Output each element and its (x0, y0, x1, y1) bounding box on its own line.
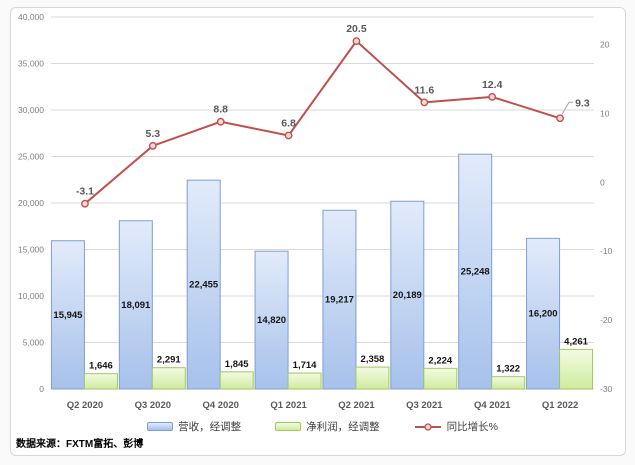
revenue-value-label: 19,217 (325, 295, 354, 306)
revenue-bar (254, 250, 289, 390)
legend-item-growth: 同比增长% (414, 419, 498, 434)
growth-value-label: 9.3 (575, 97, 590, 109)
net-profit-value-label: 1,646 (89, 361, 113, 372)
revenue-bar (118, 220, 153, 390)
growth-marker (352, 37, 361, 46)
net-profit-legend-swatch (275, 422, 302, 431)
growth-value-label: 11.6 (414, 84, 434, 96)
growth-value-label: 5.3 (146, 128, 161, 140)
revenue-value-label: 14,820 (257, 315, 286, 326)
growth-marker (81, 199, 89, 208)
net-profit-bar (355, 366, 390, 390)
left-axis-tick-label: 20,000 (18, 198, 44, 208)
category-label: Q4 2020 (202, 400, 238, 411)
category-label: Q1 2022 (542, 400, 578, 411)
left-axis-tick-label: 30,000 (18, 105, 44, 115)
category-label: Q4 2021 (474, 400, 511, 411)
left-axis-tick-label: 10,000 (18, 291, 44, 301)
left-axis-tick-label: 0 (39, 384, 44, 394)
revenue-bar (322, 209, 357, 390)
net-profit-value-label: 1,714 (293, 360, 317, 371)
net-profit-value-label: 1,322 (496, 364, 520, 375)
right-axis-tick-label: -10 (600, 246, 613, 256)
growth-value-label: 6.8 (281, 117, 296, 129)
left-axis-tick-label: 15,000 (18, 245, 44, 255)
right-axis-tick-label: 20 (600, 40, 610, 50)
net-profit-value-label: 2,358 (361, 354, 385, 365)
left-axis-tick-label: 25,000 (18, 152, 44, 162)
growth-marker (216, 117, 225, 126)
right-axis-tick-label: -30 (600, 384, 613, 394)
right-axis-tick-label: 0 (600, 177, 605, 187)
growth-legend-label: 同比增长% (446, 421, 498, 433)
revenue-bar (186, 179, 221, 390)
category-label: Q1 2021 (270, 400, 307, 411)
net-profit-bar (151, 367, 186, 390)
growth-value-label: 8.8 (213, 104, 228, 116)
net-profit-bar (83, 373, 118, 390)
revenue-value-label: 18,091 (121, 300, 151, 311)
growth-marker (148, 141, 157, 150)
net-profit-bar (491, 376, 526, 390)
revenue-value-label: 15,945 (53, 310, 83, 321)
left-axis-tick-label: 5,000 (23, 338, 45, 348)
revenue-bar (50, 240, 85, 390)
growth-marker (556, 114, 564, 123)
revenue-legend-label: 营收，经调整 (178, 421, 242, 433)
net-profit-value-label: 2,291 (157, 355, 181, 366)
legend-item-net-profit: 净利润，经调整 (275, 419, 380, 434)
left-axis-tick-label: 35,000 (18, 59, 44, 69)
revenue-value-label: 22,455 (189, 280, 219, 291)
category-label: Q2 2021 (338, 400, 375, 411)
legend-item-revenue: 营收，经调整 (147, 419, 241, 434)
legend: 营收，经调整 净利润，经调整 同比增长% (51, 419, 594, 434)
label-leader-line (561, 101, 574, 115)
net-profit-legend-label: 净利润，经调整 (306, 421, 380, 433)
revenue-value-label: 25,248 (461, 267, 490, 278)
category-label: Q3 2020 (135, 400, 171, 411)
net-profit-value-label: 2,224 (428, 355, 452, 366)
left-axis-tick-label: 40,000 (18, 12, 44, 22)
revenue-bar (526, 237, 561, 390)
revenue-bar (458, 153, 493, 390)
revenue-legend-swatch (147, 422, 174, 431)
growth-legend-line-icon (414, 422, 441, 431)
net-profit-bar (423, 367, 458, 390)
source-note: 数据来源：FXTM富拓、彭博 (16, 439, 144, 450)
revenue-value-label: 16,200 (529, 309, 558, 320)
growth-value-label: -3.1 (76, 186, 94, 198)
net-profit-bar (287, 372, 322, 390)
growth-line (84, 40, 561, 205)
net-profit-value-label: 1,845 (225, 359, 249, 370)
growth-value-label: 20.5 (346, 23, 367, 35)
right-axis-tick-label: 10 (600, 108, 610, 118)
growth-marker (284, 131, 293, 140)
net-profit-bar (219, 371, 254, 390)
category-label: Q2 2020 (67, 400, 103, 411)
growth-marker (488, 93, 497, 101)
revenue-value-label: 20,189 (393, 290, 422, 301)
net-profit-value-label: 4,261 (564, 336, 588, 347)
right-axis-tick-label: -20 (600, 315, 613, 325)
revenue-bar (390, 200, 425, 390)
growth-marker (420, 98, 429, 107)
category-label: Q3 2021 (406, 400, 443, 411)
growth-value-label: 12.4 (482, 79, 503, 91)
net-profit-bar (559, 348, 594, 390)
